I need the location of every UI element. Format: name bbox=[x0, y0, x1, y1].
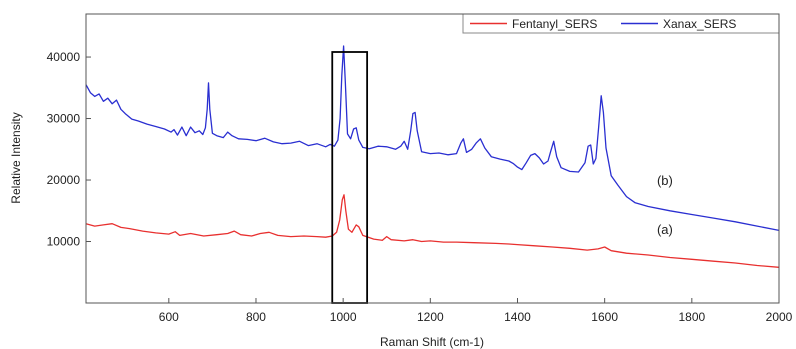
x-tick-label: 1000 bbox=[330, 310, 357, 324]
y-tick-label: 40000 bbox=[47, 50, 81, 64]
x-tick-label: 600 bbox=[159, 310, 179, 324]
y-tick-label: 20000 bbox=[47, 173, 81, 187]
x-tick-label: 1200 bbox=[417, 310, 444, 324]
y-tick-label: 10000 bbox=[47, 235, 81, 249]
x-tick-label: 800 bbox=[246, 310, 266, 324]
legend-fentanyl-label: Fentanyl_SERS bbox=[512, 17, 597, 31]
x-tick-label: 1800 bbox=[678, 310, 705, 324]
legend-xanax-label: Xanax_SERS bbox=[663, 17, 736, 31]
x-tick-label: 1400 bbox=[504, 310, 531, 324]
series-annotation: (a) bbox=[657, 222, 673, 237]
series-annotation: (b) bbox=[657, 173, 673, 188]
legend: Fentanyl_SERS Xanax_SERS bbox=[463, 14, 779, 33]
x-tick-label: 2000 bbox=[766, 310, 793, 324]
y-tick-label: 30000 bbox=[47, 112, 81, 126]
x-axis-label: Raman Shift (cm-1) bbox=[380, 335, 484, 349]
x-tick-label: 1600 bbox=[591, 310, 618, 324]
y-axis-label: Relative Intensity bbox=[9, 112, 23, 203]
